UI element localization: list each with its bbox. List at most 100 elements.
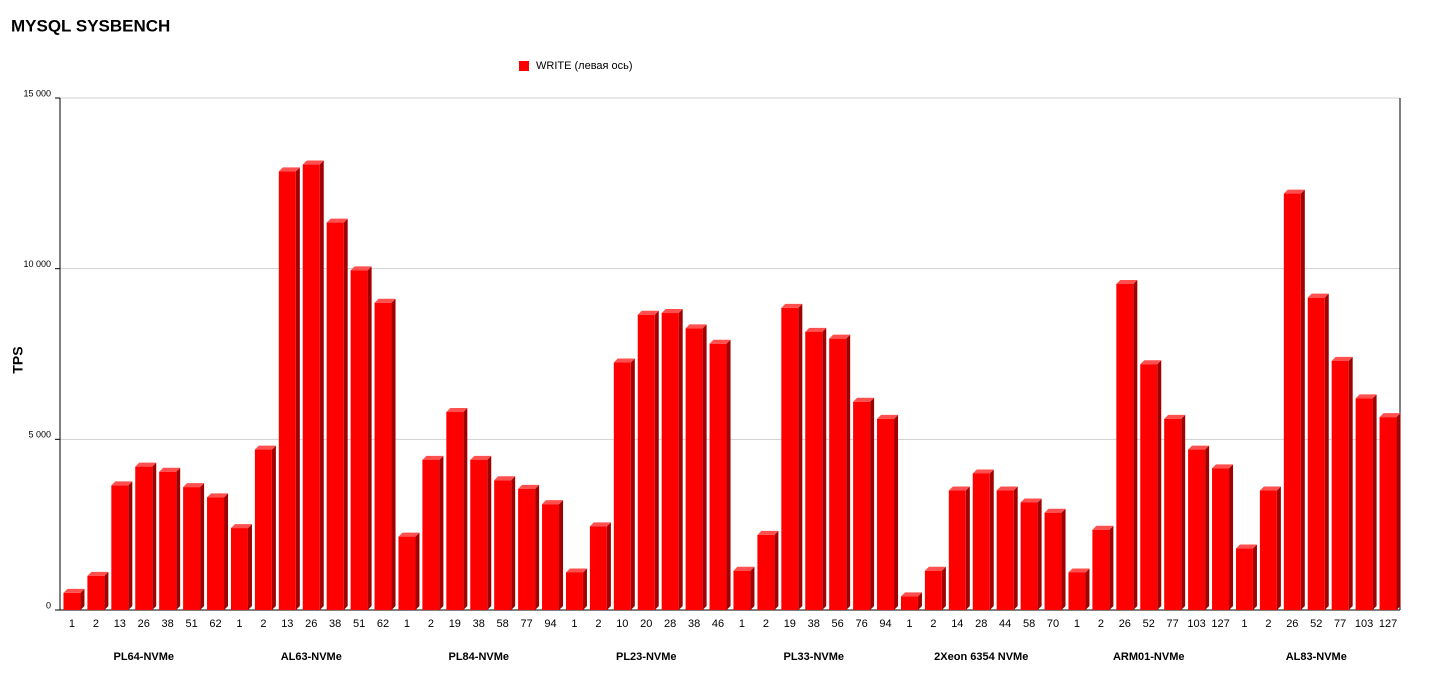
- x-tick-label: 38: [688, 618, 700, 630]
- bar-top: [1235, 544, 1257, 549]
- bar-top: [183, 483, 205, 488]
- x-tick-label: 76: [855, 618, 867, 630]
- bar: [1092, 529, 1110, 610]
- bar-top: [518, 484, 540, 489]
- bar: [685, 328, 703, 610]
- bar-side: [1109, 525, 1114, 610]
- bar-side: [1013, 486, 1018, 610]
- x-tick-label: 13: [281, 618, 293, 630]
- bar-side: [1300, 189, 1305, 610]
- x-tick-label: 13: [114, 618, 126, 630]
- bar-side: [247, 524, 252, 610]
- bar: [207, 497, 225, 610]
- x-tick-label: 51: [353, 618, 365, 630]
- bar-side: [1324, 293, 1329, 610]
- x-tick-label: 103: [1187, 618, 1205, 630]
- bar-side: [606, 522, 611, 610]
- bar-side: [1276, 486, 1281, 610]
- bar-side: [678, 309, 683, 610]
- x-tick-label: 103: [1355, 618, 1373, 630]
- x-tick-label: 52: [1310, 618, 1322, 630]
- bar-side: [1205, 445, 1210, 610]
- bar: [87, 575, 105, 610]
- x-tick-label: 62: [377, 618, 389, 630]
- bar-side: [894, 414, 899, 610]
- bar-top: [757, 530, 779, 535]
- x-tick-label: 1: [739, 618, 745, 630]
- bar: [1140, 364, 1158, 610]
- x-tick-label: 1: [1074, 618, 1080, 630]
- x-tick-label: 28: [664, 618, 676, 630]
- bar-top: [398, 532, 420, 537]
- bar: [159, 471, 177, 610]
- bar-top: [111, 481, 133, 486]
- bar-side: [1037, 498, 1042, 610]
- bar-top: [661, 309, 683, 314]
- bar-top: [135, 462, 157, 467]
- bar: [781, 307, 799, 610]
- bar-side: [559, 500, 564, 610]
- bar-side: [1181, 414, 1186, 610]
- bar-top: [470, 455, 492, 460]
- bar-top: [278, 167, 300, 172]
- x-tick-label: 94: [879, 618, 891, 630]
- bar-top: [159, 467, 181, 472]
- bar-side: [750, 566, 755, 610]
- bar-side: [654, 310, 659, 610]
- bar-top: [733, 566, 755, 571]
- bar-top: [613, 358, 635, 363]
- bar: [829, 338, 847, 610]
- bar: [1259, 490, 1277, 610]
- bar-side: [774, 530, 779, 610]
- bar-top: [350, 266, 372, 271]
- x-tick-label: 38: [162, 618, 174, 630]
- bar-top: [589, 522, 611, 527]
- bar-top: [422, 455, 444, 460]
- bar: [1164, 418, 1182, 610]
- bar-side: [1396, 413, 1401, 610]
- bar-side: [1133, 280, 1138, 610]
- bar-side: [846, 334, 851, 610]
- x-tick-label: 46: [712, 618, 724, 630]
- bar-top: [1379, 413, 1401, 418]
- bar: [1068, 572, 1086, 610]
- bar: [709, 343, 727, 610]
- x-tick-label: 77: [520, 618, 532, 630]
- bar-side: [152, 462, 157, 610]
- bar-top: [972, 469, 994, 474]
- bar-side: [726, 339, 731, 610]
- y-tick-label: 0: [46, 600, 51, 610]
- bar-top: [1331, 356, 1353, 361]
- bar: [996, 490, 1014, 610]
- x-tick-label: 38: [329, 618, 341, 630]
- bar: [111, 485, 129, 610]
- x-tick-label: 56: [832, 618, 844, 630]
- x-tick-label: 26: [1119, 618, 1131, 630]
- bar: [542, 504, 560, 610]
- bar-side: [582, 568, 587, 610]
- bar-top: [1092, 525, 1114, 530]
- bar-side: [1157, 360, 1162, 610]
- bar-top: [1164, 414, 1186, 419]
- bar-top: [924, 566, 946, 571]
- bar-side: [367, 266, 372, 610]
- bar: [135, 466, 153, 610]
- bar-side: [1348, 356, 1353, 610]
- bar: [1235, 548, 1253, 610]
- bar: [733, 570, 751, 610]
- bar: [972, 473, 990, 610]
- bar: [757, 534, 775, 610]
- bar-top: [542, 500, 564, 505]
- bar: [183, 487, 201, 610]
- bar-side: [1229, 464, 1234, 610]
- x-tick-label: 2: [595, 618, 601, 630]
- x-tick-label: 44: [999, 618, 1011, 630]
- group-label: PL84-NVMe: [448, 651, 509, 663]
- bar-side: [295, 167, 300, 611]
- bar-top: [1020, 498, 1042, 503]
- x-tick-label: 94: [544, 618, 556, 630]
- bar-side: [487, 455, 492, 610]
- bar-side: [463, 408, 468, 610]
- x-tick-label: 19: [784, 618, 796, 630]
